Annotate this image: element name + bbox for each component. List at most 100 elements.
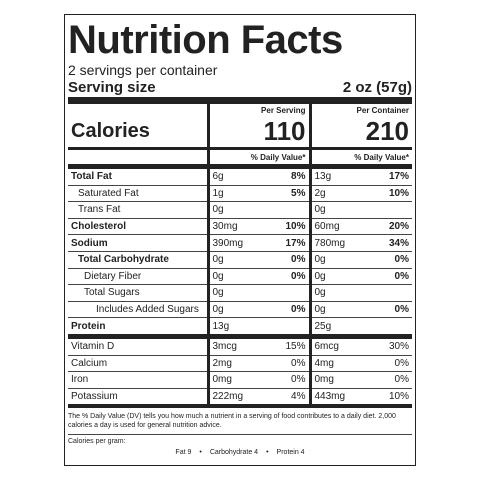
amount: 0mg (308, 371, 370, 389)
separator-dot: • (266, 449, 269, 457)
nutrient-label: Total Sugars (68, 284, 208, 302)
amount: 443mg (308, 387, 370, 405)
footnote: The % Daily Value (DV) tells you how muc… (68, 404, 412, 436)
amount: 0mg (206, 371, 268, 389)
amount: 0g (206, 267, 268, 285)
nutrient-label: Total Carbohydrate (68, 250, 208, 269)
daily-value: 0% (268, 250, 310, 269)
daily-value: 0% (370, 267, 412, 285)
nutrient-row: Total Carbohydrate 0g 0% 0g 0% (68, 250, 412, 269)
amount: 2g (308, 184, 370, 202)
nutrient-label: Protein (68, 317, 208, 337)
nutrient-row: Protein 13g 25g (68, 317, 412, 337)
daily-value: 8% (268, 164, 310, 186)
amount: 390mg (206, 234, 268, 252)
nutrient-row: Cholesterol 30mg 10% 60mg 20% (68, 217, 412, 235)
daily-value (370, 317, 412, 337)
amount: 3mcg (206, 333, 268, 356)
daily-value: 30% (370, 333, 412, 356)
daily-value: 0% (268, 300, 310, 318)
nutrient-label: Total Fat (68, 164, 208, 186)
calories-label: Calories (71, 120, 150, 142)
serving-size-value: 2 oz (57g) (342, 79, 412, 96)
amount: 780mg (308, 234, 370, 252)
nutrition-label: Nutrition Facts 2 servings per container… (64, 14, 416, 466)
nutrient-row: Total Fat 6g 8% 13g 17% (68, 164, 412, 186)
amount: 6mcg (308, 333, 370, 356)
nutrient-row: Iron 0mg 0% 0mg 0% (68, 371, 412, 389)
nutrient-label: Vitamin D (68, 333, 208, 356)
daily-value (370, 284, 412, 302)
column-header: Per Container (308, 104, 412, 116)
amount: 60mg (308, 217, 370, 235)
nutrient-label: Calcium (68, 354, 208, 372)
nutrient-label: Dietary Fiber (68, 267, 208, 285)
daily-value (268, 317, 310, 337)
nutrient-row: Dietary Fiber 0g 0% 0g 0% (68, 267, 412, 285)
calories-per-gram-value: Carbohydrate 4 (209, 449, 259, 457)
nutrient-row: Total Sugars 0g 0g (68, 284, 412, 302)
daily-value: 0% (268, 354, 310, 372)
daily-value: 4% (268, 387, 310, 405)
daily-value (268, 201, 310, 219)
daily-value: 0% (268, 267, 310, 285)
nutrient-label: Trans Fat (68, 201, 208, 219)
amount: 6g (206, 164, 268, 186)
amount: 4mg (308, 354, 370, 372)
column-header: Per Serving (206, 104, 310, 116)
daily-value: 5% (268, 184, 310, 202)
amount: 2mg (206, 354, 268, 372)
daily-value: 0% (370, 300, 412, 318)
amount: 0g (308, 267, 370, 285)
nutrient-row: Sodium 390mg 17% 780mg 34% (68, 234, 412, 252)
amount: 0g (308, 284, 370, 302)
amount: 1g (206, 184, 268, 202)
daily-value: 17% (268, 234, 310, 252)
daily-value-header: % Daily Value* (206, 147, 310, 167)
daily-value (268, 284, 310, 302)
calories-per-gram: Fat 9 • Carbohydrate 4 • Protein 4 (68, 445, 412, 456)
daily-value: 0% (268, 371, 310, 389)
nutrient-label: Includes Added Sugars (68, 300, 208, 318)
amount: 30mg (206, 217, 268, 235)
serving-size-label: Serving size (68, 79, 156, 96)
nutrient-label: Iron (68, 371, 208, 389)
separator-dot: • (199, 449, 202, 457)
daily-value: 10% (268, 217, 310, 235)
serving-size: Serving size 2 oz (57g) (68, 79, 412, 104)
nutrient-label: Sodium (68, 234, 208, 252)
calories-per-gram-value: Fat 9 (175, 449, 192, 457)
calories-per-gram-value: Protein 4 (276, 449, 305, 457)
daily-value: 20% (370, 217, 412, 235)
daily-value: 0% (370, 250, 412, 269)
nutrient-table: Per Serving Per Container Calories 110 2… (68, 104, 412, 405)
amount: 0g (308, 300, 370, 318)
amount: 0g (206, 201, 268, 219)
daily-value: 10% (370, 184, 412, 202)
daily-value: 10% (370, 387, 412, 405)
nutrient-label: Saturated Fat (68, 184, 208, 202)
amount: 0g (206, 284, 268, 302)
daily-value: 0% (370, 354, 412, 372)
nutrient-row: Includes Added Sugars 0g 0% 0g 0% (68, 300, 412, 318)
daily-value: 34% (370, 234, 412, 252)
servings: 2 servings per container (68, 62, 218, 78)
nutrient-row: Calcium 2mg 0% 4mg 0% (68, 354, 412, 372)
amount: 0g (206, 300, 268, 318)
calories-per-gram-label: Calories per gram: (68, 438, 126, 446)
nutrient-row: Potassium 222mg 4% 443mg 10% (68, 387, 412, 405)
title: Nutrition Facts (68, 18, 343, 62)
nutrient-row: Vitamin D 3mcg 15% 6mcg 30% (68, 333, 412, 356)
amount: 222mg (206, 387, 268, 405)
daily-value: 17% (370, 164, 412, 186)
daily-value-header: % Daily Value* (308, 147, 412, 167)
calories-value: 110 (206, 116, 310, 149)
daily-value: 0% (370, 371, 412, 389)
amount: 0g (308, 201, 370, 219)
daily-value: 15% (268, 333, 310, 356)
calories-value: 210 (308, 116, 412, 149)
amount: 13g (206, 317, 268, 337)
nutrient-row: Trans Fat 0g 0g (68, 201, 412, 219)
amount: 0g (206, 250, 268, 269)
